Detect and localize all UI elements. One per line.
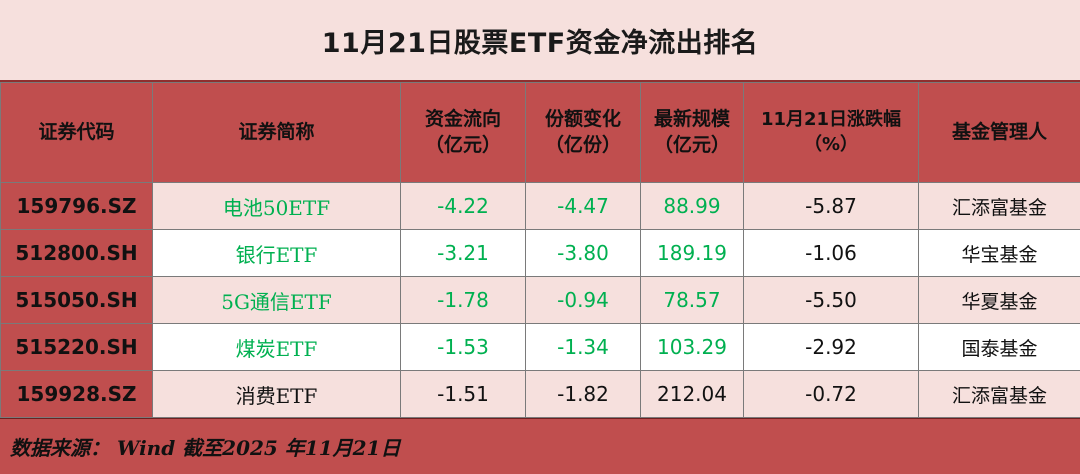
column-header-scale-label: 最新规模 [653, 107, 730, 130]
column-header-share-unit: （亿份） [544, 133, 621, 156]
etf-ranking-table: 证券代码 证券简称 资金流向 （亿元） 份额变化 （亿份） 最新规模 （亿元） [0, 82, 1080, 418]
cell-code: 515220.SH [0, 323, 153, 371]
cell-flow: -1.53 [400, 323, 526, 371]
column-header-share-label: 份额变化 [544, 107, 621, 130]
page-title: 11月21日股票ETF资金净流出排名 [321, 27, 759, 59]
cell-change: -5.50 [743, 276, 919, 324]
cell-name: 银行ETF [152, 229, 401, 277]
table-row: 515050.SH 5G通信ETF -1.78 -0.94 78.57 -5.5… [0, 276, 1080, 324]
footer-band: 数据来源： Wind 截至2025 年11月21日 [0, 418, 1080, 474]
table-row: 515220.SH 煤炭ETF -1.53 -1.34 103.29 -2.92… [0, 323, 1080, 371]
table-body: 159796.SZ 电池50ETF -4.22 -4.47 88.99 -5.8… [0, 182, 1080, 418]
cell-change: -0.72 [743, 370, 919, 418]
column-header-flow: 资金流向 （亿元） [400, 82, 526, 183]
table-row: 159796.SZ 电池50ETF -4.22 -4.47 88.99 -5.8… [0, 182, 1080, 230]
cell-scale: 78.57 [640, 276, 744, 324]
cell-manager: 华夏基金 [918, 276, 1080, 324]
column-header-flow-unit: （亿元） [424, 133, 501, 156]
cell-manager: 汇添富基金 [918, 182, 1080, 230]
column-header-manager: 基金管理人 [918, 82, 1080, 183]
column-header-name-label: 证券简称 [238, 120, 315, 143]
cell-share: -1.34 [525, 323, 641, 371]
cell-share: -4.47 [525, 182, 641, 230]
column-header-manager-label: 基金管理人 [951, 120, 1047, 143]
cell-share: -0.94 [525, 276, 641, 324]
column-header-share: 份额变化 （亿份） [525, 82, 641, 183]
title-band: 11月21日股票ETF资金净流出排名 [0, 0, 1080, 82]
data-source-note: 数据来源： Wind 截至2025 年11月21日 [10, 436, 401, 460]
cell-scale: 189.19 [640, 229, 744, 277]
cell-scale: 103.29 [640, 323, 744, 371]
cell-name: 消费ETF [152, 370, 401, 418]
column-header-scale: 最新规模 （亿元） [640, 82, 744, 183]
table-header: 证券代码 证券简称 资金流向 （亿元） 份额变化 （亿份） 最新规模 （亿元） [0, 82, 1080, 183]
column-header-code: 证券代码 [0, 82, 153, 183]
cell-name: 电池50ETF [152, 182, 401, 230]
cell-flow: -1.78 [400, 276, 526, 324]
column-header-code-label: 证券代码 [38, 120, 115, 143]
cell-change: -5.87 [743, 182, 919, 230]
column-header-scale-unit: （亿元） [653, 133, 730, 156]
cell-change: -1.06 [743, 229, 919, 277]
cell-code: 515050.SH [0, 276, 153, 324]
cell-code: 512800.SH [0, 229, 153, 277]
cell-share: -3.80 [525, 229, 641, 277]
cell-flow: -3.21 [400, 229, 526, 277]
cell-manager: 华宝基金 [918, 229, 1080, 277]
cell-code: 159928.SZ [0, 370, 153, 418]
column-header-flow-label: 资金流向 [424, 107, 501, 130]
cell-name: 5G通信ETF [152, 276, 401, 324]
cell-scale: 212.04 [640, 370, 744, 418]
column-header-change-unit: （%） [803, 133, 859, 155]
table-row: 512800.SH 银行ETF -3.21 -3.80 189.19 -1.06… [0, 229, 1080, 277]
cell-change: -2.92 [743, 323, 919, 371]
cell-scale: 88.99 [640, 182, 744, 230]
column-header-name: 证券简称 [152, 82, 401, 183]
column-header-change: 11月21日涨跌幅 （%） [743, 82, 919, 183]
cell-flow: -1.51 [400, 370, 526, 418]
cell-manager: 汇添富基金 [918, 370, 1080, 418]
cell-manager: 国泰基金 [918, 323, 1080, 371]
column-header-change-label: 11月21日涨跌幅 [760, 109, 902, 131]
table-row: 159928.SZ 消费ETF -1.51 -1.82 212.04 -0.72… [0, 370, 1080, 418]
cell-name: 煤炭ETF [152, 323, 401, 371]
cell-share: -1.82 [525, 370, 641, 418]
cell-flow: -4.22 [400, 182, 526, 230]
cell-code: 159796.SZ [0, 182, 153, 230]
